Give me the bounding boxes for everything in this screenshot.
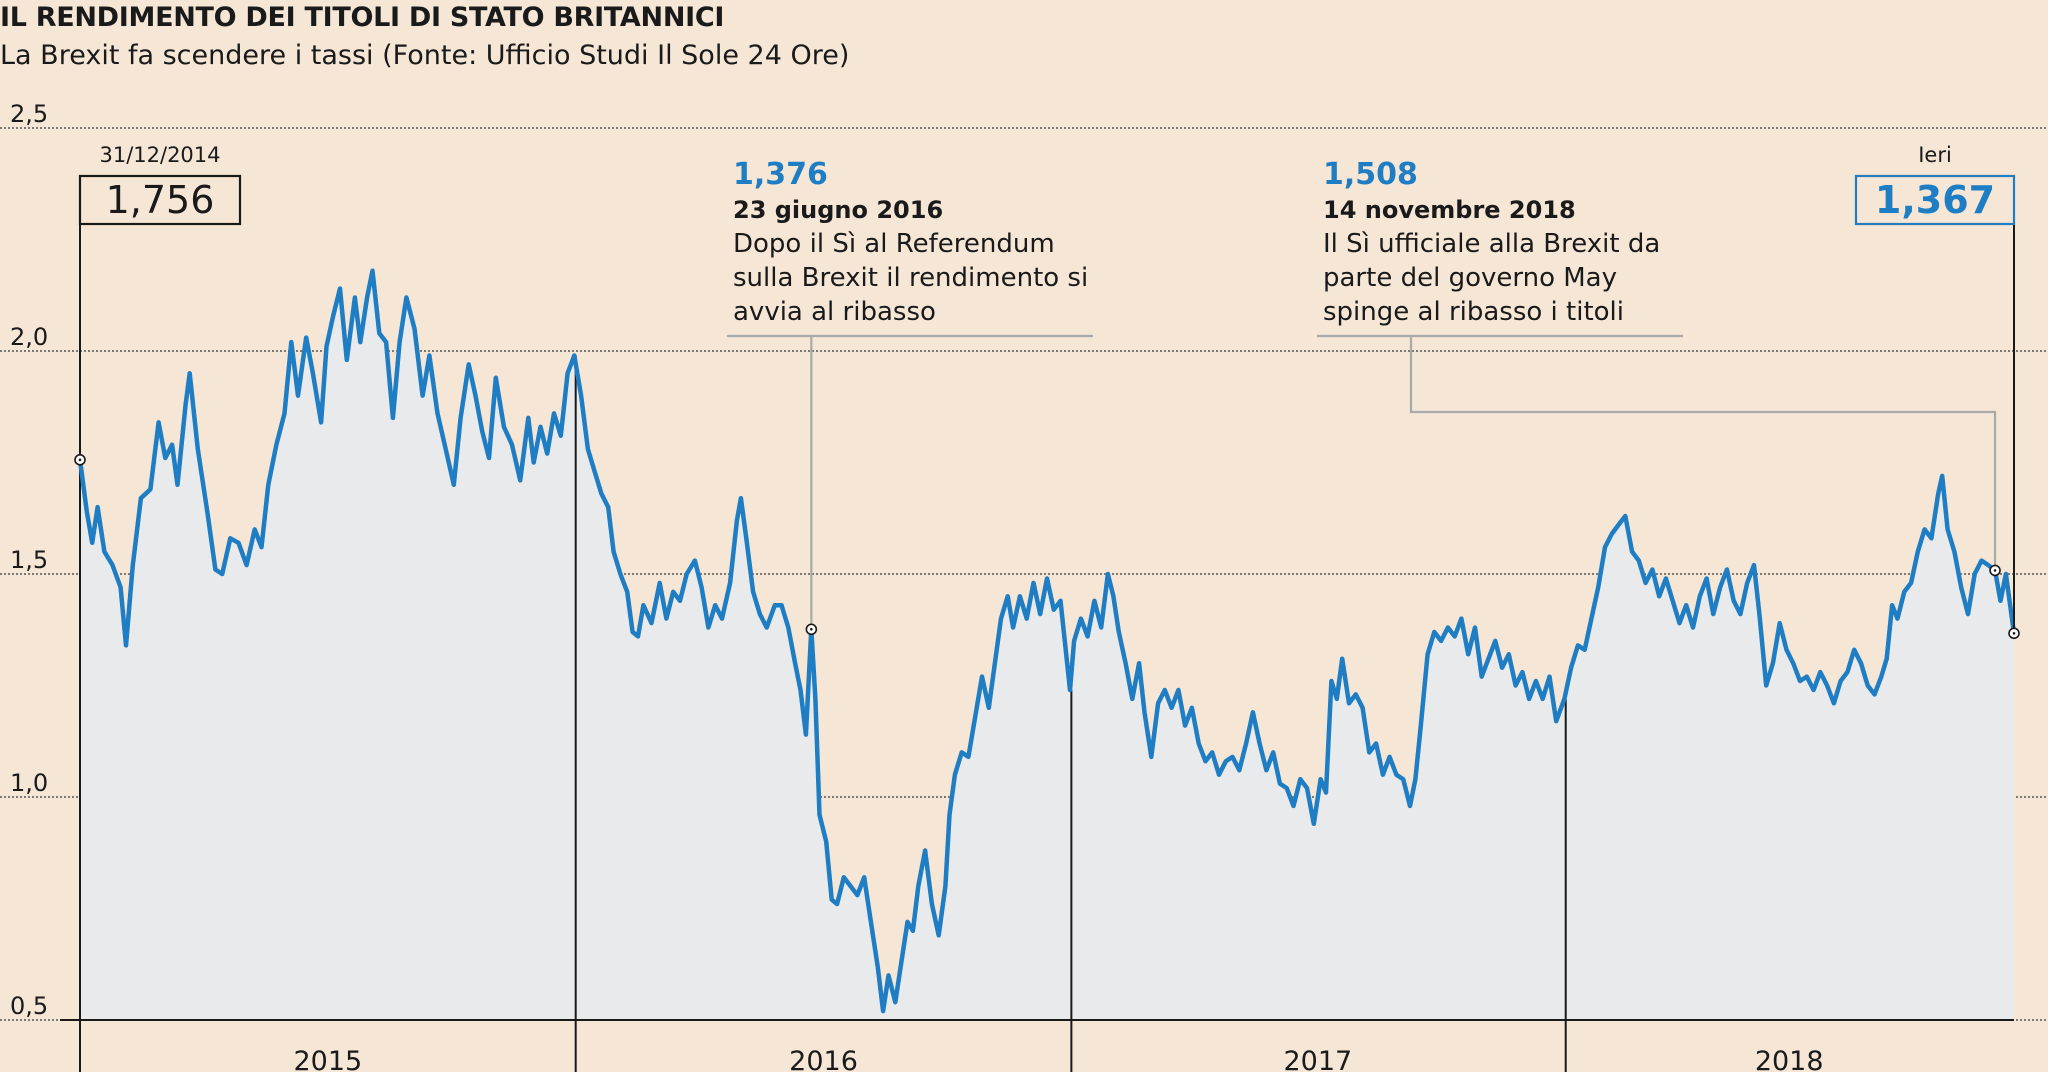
annotation-may-value: 1,508	[1323, 157, 1418, 192]
y-tick-label: 2,5	[10, 100, 48, 128]
y-tick-label: 1,5	[10, 546, 48, 574]
annotation-may-date: 14 novembre 2018	[1323, 196, 1576, 224]
y-tick-label: 1,0	[10, 769, 48, 797]
annotation-referendum-date: 23 giugno 2016	[733, 196, 943, 224]
data-marker-dot	[78, 458, 82, 462]
annotation-referendum-value: 1,376	[733, 157, 828, 192]
annotations: 31/12/2014 1,756 Ieri 1,367 1,376 23 giugno 2…	[78, 143, 2016, 327]
year-label: 2015	[293, 1046, 362, 1072]
data-marker-dot	[1993, 569, 1997, 572]
year-label: 2017	[1284, 1046, 1353, 1072]
area-fill	[80, 270, 2014, 1020]
annotation-leaders	[727, 224, 2015, 634]
y-tick-label: 2,0	[10, 323, 48, 351]
y-tick-labels: 0,5 1,0 1,5 2,0 2,5	[10, 100, 48, 1020]
y-tick-label: 0,5	[10, 992, 48, 1020]
x-year-labels: 2015 2016 2017 2018	[293, 1046, 1823, 1072]
marker-group	[74, 454, 2020, 640]
annotation-may-leader	[1409, 336, 1997, 571]
annotation-end-box	[1854, 174, 2016, 226]
year-label: 2016	[789, 1046, 858, 1072]
yield-line	[77, 268, 2017, 1014]
annotation-end-caption: Ieri	[1918, 143, 1952, 167]
data-marker-dot	[810, 628, 813, 631]
annotation-referendum-text-line: avvia al ribasso	[733, 297, 936, 327]
annotation-start-box	[78, 174, 242, 226]
annotation-referendum-text-line: sulla Brexit il rendimento si	[733, 263, 1088, 293]
annotation-referendum-text-line: Dopo il Sì al Referendum	[733, 229, 1055, 259]
yield-line-group	[77, 268, 2017, 1014]
data-marker-dot	[2012, 632, 2016, 635]
area-fill-group	[80, 270, 2014, 1020]
annotation-end-value: 1,367	[1875, 178, 1995, 222]
annotation-start-value: 1,756	[106, 178, 215, 222]
year-boundary-lines	[60, 225, 2014, 1072]
annotation-start-caption: 31/12/2014	[99, 143, 220, 167]
chart-title: IL RENDIMENTO DEI TITOLI DI STATO BRITAN…	[0, 2, 725, 33]
annotation-may-text-line: spinge al ribasso i titoli	[1323, 297, 1624, 327]
year-label: 2018	[1755, 1046, 1824, 1072]
chart-subtitle: La Brexit fa scendere i tassi (Fonte: Uf…	[0, 40, 850, 71]
annotation-may-text-line: Il Sì ufficiale alla Brexit da	[1323, 229, 1660, 259]
annotation-may-text-line: parte del governo May	[1323, 263, 1617, 293]
